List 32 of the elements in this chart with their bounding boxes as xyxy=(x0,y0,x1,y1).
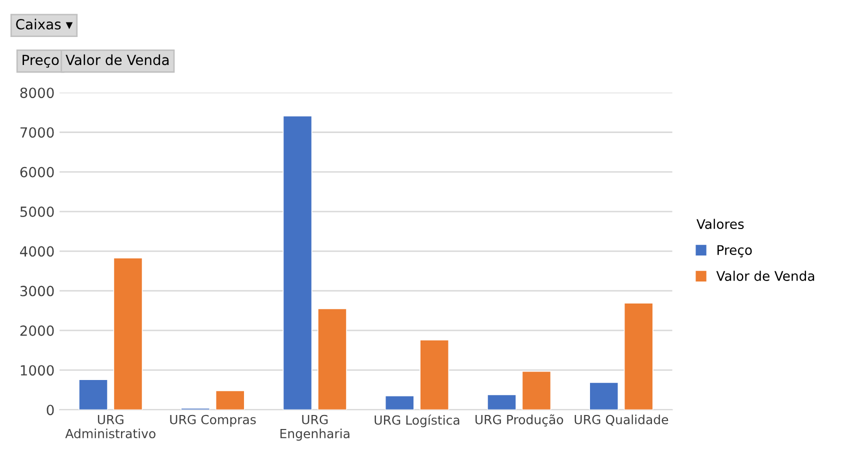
bar xyxy=(589,382,619,410)
x-tick-label: URG Logística xyxy=(374,414,460,428)
bar xyxy=(420,340,450,410)
y-tick-label: 5000 xyxy=(20,206,54,218)
bar xyxy=(384,395,414,410)
text: Preço xyxy=(22,54,59,68)
y-tick-label: 1000 xyxy=(20,365,54,376)
text: Valor de Venda xyxy=(66,54,169,66)
bar xyxy=(522,370,552,410)
y-tick-label: 7000 xyxy=(20,127,54,138)
bar xyxy=(78,379,108,410)
y-tick-label: 8000 xyxy=(20,88,54,98)
y-tick-label: 3000 xyxy=(20,286,54,296)
y-tick-label: 6000 xyxy=(20,166,54,178)
bar xyxy=(215,390,245,410)
legend-label: Valor de Venda xyxy=(716,270,814,281)
x-tick-label: URG Compras xyxy=(170,414,256,427)
legend-title: Valores xyxy=(696,218,744,230)
bar xyxy=(318,308,347,410)
x-tick-label: URG Qualidade xyxy=(574,414,668,426)
bar xyxy=(113,257,143,410)
x-tick-label: URG Engenharia xyxy=(280,414,350,441)
text: Caixas ▾ xyxy=(16,18,73,30)
y-tick-label: 4000 xyxy=(20,246,54,257)
bar xyxy=(487,394,516,410)
bar xyxy=(624,302,654,410)
bar xyxy=(282,116,312,410)
x-tick-label: URG Administrativo xyxy=(65,414,156,438)
legend-label: Preço xyxy=(718,245,752,258)
y-tick-label: 2000 xyxy=(20,325,54,336)
x-tick-label: URG Produção xyxy=(476,414,564,427)
y-tick-label: 0 xyxy=(46,404,54,416)
